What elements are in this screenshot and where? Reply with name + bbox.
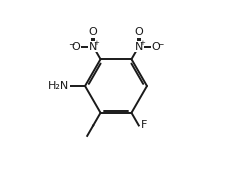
- Text: N: N: [89, 41, 97, 52]
- Text: O: O: [134, 27, 143, 37]
- Text: +: +: [93, 40, 99, 46]
- Text: N: N: [134, 41, 142, 52]
- Text: O: O: [151, 41, 160, 52]
- Text: O: O: [71, 41, 80, 52]
- Text: F: F: [140, 120, 146, 131]
- Text: O: O: [88, 27, 97, 37]
- Text: −: −: [68, 40, 75, 49]
- Text: +: +: [139, 40, 145, 46]
- Text: H₂N: H₂N: [48, 81, 69, 91]
- Text: −: −: [156, 40, 163, 49]
